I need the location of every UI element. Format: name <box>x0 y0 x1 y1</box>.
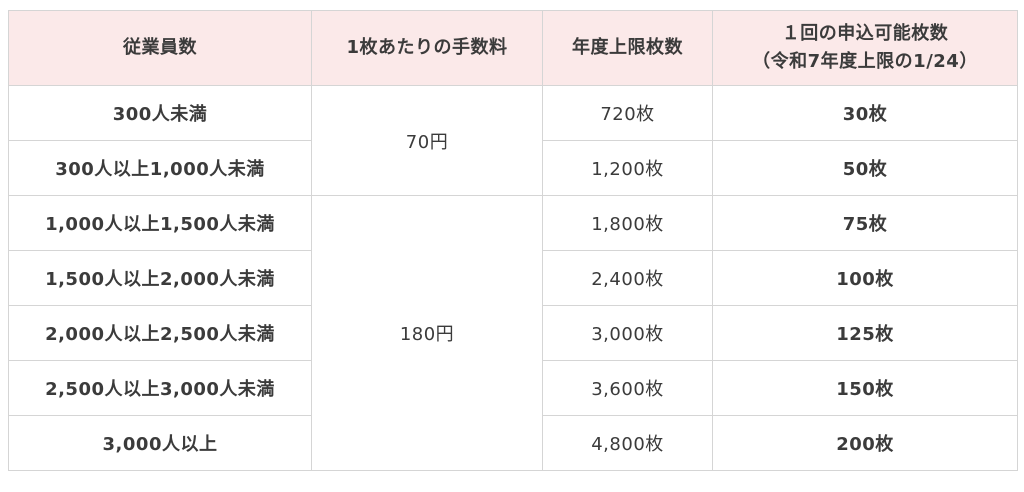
table-row: 1,500人以上2,000人未満 2,400枚 100枚 <box>8 250 1018 306</box>
employees-cell: 300人未満 <box>8 85 312 141</box>
per-application-cell: 100枚 <box>712 250 1018 306</box>
table-row: 2,500人以上3,000人未満 3,600枚 150枚 <box>8 360 1018 416</box>
table-row: 300人以上1,000人未満 1,200枚 50枚 <box>8 140 1018 196</box>
table-row: 300人未満 70円 720枚 30枚 <box>8 85 1018 196</box>
table-row: 2,000人以上2,500人未満 3,000枚 125枚 <box>8 305 1018 361</box>
per-application-cell: 30枚 <box>712 85 1018 141</box>
table-body: 300人未満 70円 720枚 30枚 300人以上1,000人未満 1,200… <box>8 85 1018 471</box>
employees-cell: 2,500人以上3,000人未満 <box>8 360 312 416</box>
fee-cell-merged: 180円 <box>311 195 543 471</box>
per-application-cell: 200枚 <box>712 415 1018 471</box>
per-application-cell: 125枚 <box>712 305 1018 361</box>
table-row: 1,000人以上1,500人未満 180円 1,800枚 75枚 <box>8 195 1018 471</box>
per-application-cell: 150枚 <box>712 360 1018 416</box>
employees-cell: 1,000人以上1,500人未満 <box>8 195 312 251</box>
col-header-annual-limit: 年度上限枚数 <box>542 10 713 86</box>
employees-cell: 3,000人以上 <box>8 415 312 471</box>
annual-limit-cell: 720枚 <box>542 85 713 141</box>
header-row: 従業員数 1枚あたりの手数料 年度上限枚数 １回の申込可能枚数 （令和7年度上限… <box>8 10 1018 86</box>
fee-table: 従業員数 1枚あたりの手数料 年度上限枚数 １回の申込可能枚数 （令和7年度上限… <box>8 10 1018 471</box>
annual-limit-cell: 3,600枚 <box>542 360 713 416</box>
per-application-cell: 50枚 <box>712 140 1018 196</box>
employees-cell: 1,500人以上2,000人未満 <box>8 250 312 306</box>
col-header-employees: 従業員数 <box>8 10 312 86</box>
annual-limit-cell: 1,200枚 <box>542 140 713 196</box>
col-header-fee-per-sheet: 1枚あたりの手数料 <box>311 10 543 86</box>
col-header-per-application-limit: １回の申込可能枚数 （令和7年度上限の1/24） <box>712 10 1018 86</box>
annual-limit-cell: 3,000枚 <box>542 305 713 361</box>
table-row: 3,000人以上 4,800枚 200枚 <box>8 415 1018 471</box>
fee-cell-merged: 70円 <box>311 85 543 196</box>
annual-limit-cell: 1,800枚 <box>542 195 713 251</box>
employees-cell: 300人以上1,000人未満 <box>8 140 312 196</box>
per-application-cell: 75枚 <box>712 195 1018 251</box>
table-header: 従業員数 1枚あたりの手数料 年度上限枚数 １回の申込可能枚数 （令和7年度上限… <box>8 10 1018 86</box>
employees-cell: 2,000人以上2,500人未満 <box>8 305 312 361</box>
annual-limit-cell: 4,800枚 <box>542 415 713 471</box>
annual-limit-cell: 2,400枚 <box>542 250 713 306</box>
